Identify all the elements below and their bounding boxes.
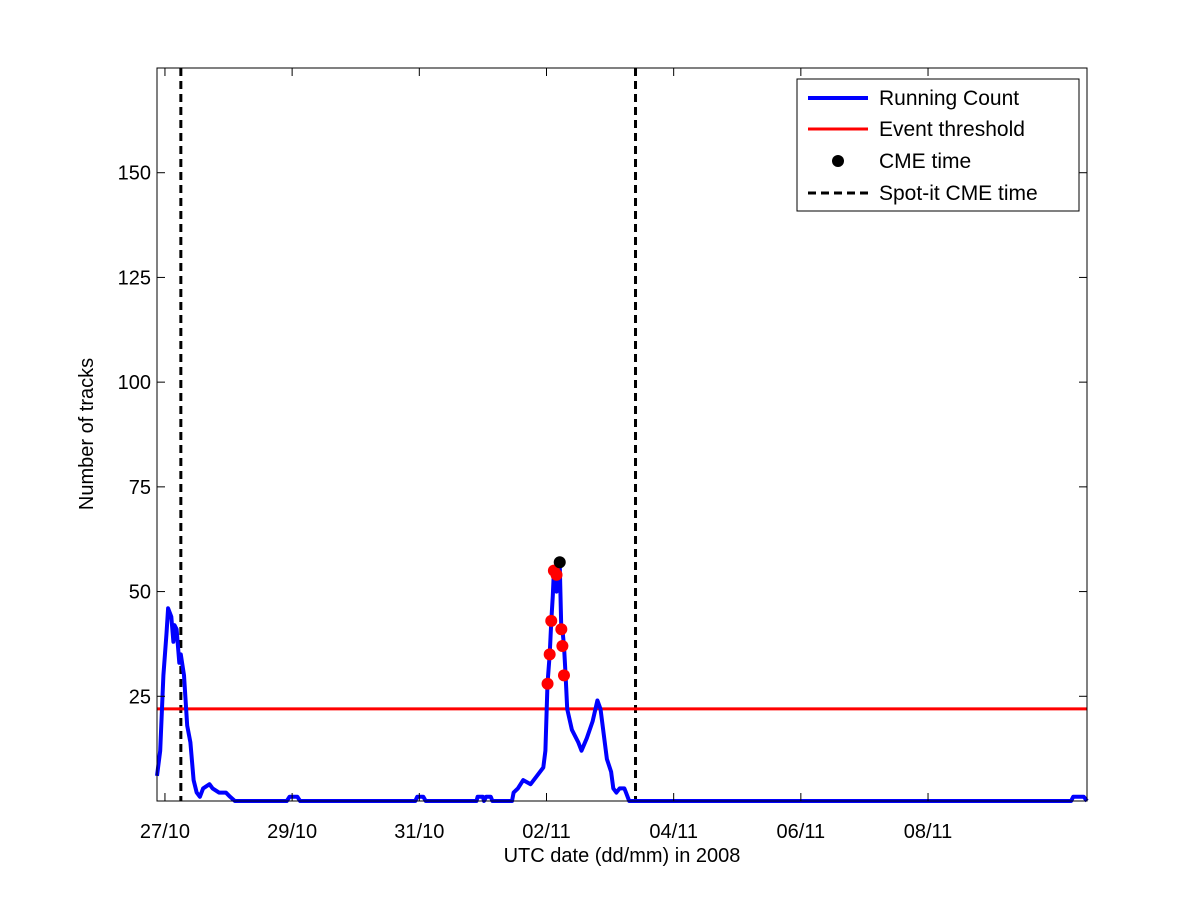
x-tick-label: 08/11 [904, 821, 953, 843]
y-tick-label: 50 [129, 582, 151, 604]
x-tick-label: 29/10 [267, 821, 317, 843]
x-tick-label: 27/10 [140, 821, 190, 843]
y-tick-label: 125 [118, 267, 151, 289]
event-point [556, 640, 569, 653]
event-point [550, 568, 563, 581]
y-tick-label: 100 [118, 372, 151, 394]
legend-label-running-count: Running Count [879, 87, 1019, 110]
legend-label-event-threshold: Event threshold [879, 118, 1025, 141]
y-tick-label: 150 [118, 163, 151, 185]
plot-frame [156, 67, 1088, 802]
x-tick-label: 31/10 [394, 821, 444, 843]
legend-label-cme-time: CME time [879, 150, 971, 173]
event-point [545, 614, 558, 627]
legend-box [796, 78, 1080, 212]
y-tick-label: 75 [129, 477, 151, 499]
y-tick-label: 25 [129, 686, 151, 708]
x-tick-label: 04/11 [649, 821, 698, 843]
x-tick-label: 02/11 [522, 821, 571, 843]
legend: Running Count Event threshold CME time S… [796, 78, 1080, 212]
event-point [541, 677, 554, 690]
legend-swatch-cme-time [832, 155, 844, 167]
y-axis-label: Number of tracks [76, 358, 98, 510]
event-point [543, 648, 556, 661]
x-axis-label: UTC date (dd/mm) in 2008 [504, 845, 741, 867]
event-point [557, 669, 570, 682]
x-tick-label: 06/11 [777, 821, 826, 843]
cme-time-point [553, 556, 566, 569]
event-point [555, 623, 568, 636]
legend-label-spotit: Spot-it CME time [879, 182, 1038, 205]
